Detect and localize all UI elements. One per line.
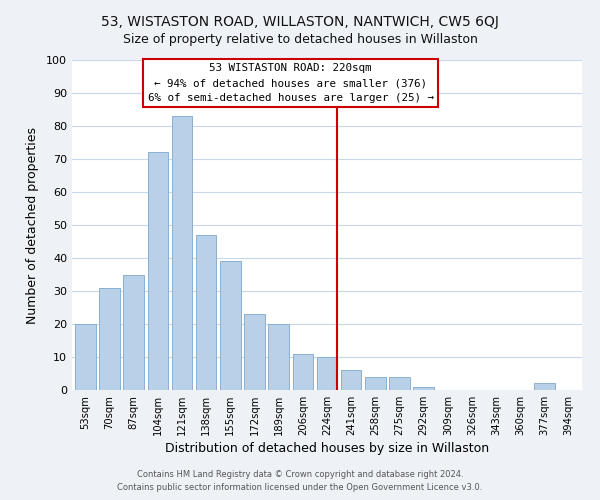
Bar [365, 377, 386, 390]
Bar [244, 314, 265, 390]
Bar [75, 324, 95, 390]
Bar [268, 324, 289, 390]
Bar [124, 274, 144, 390]
Bar [293, 354, 313, 390]
X-axis label: Distribution of detached houses by size in Willaston: Distribution of detached houses by size … [165, 442, 489, 455]
Text: Size of property relative to detached houses in Willaston: Size of property relative to detached ho… [122, 32, 478, 46]
Text: Contains HM Land Registry data © Crown copyright and database right 2024.
Contai: Contains HM Land Registry data © Crown c… [118, 470, 482, 492]
Bar [148, 152, 168, 390]
Bar [220, 262, 241, 390]
Bar [317, 357, 337, 390]
Bar [172, 116, 192, 390]
Text: 53, WISTASTON ROAD, WILLASTON, NANTWICH, CW5 6QJ: 53, WISTASTON ROAD, WILLASTON, NANTWICH,… [101, 15, 499, 29]
Bar [196, 235, 217, 390]
Bar [413, 386, 434, 390]
Bar [99, 288, 120, 390]
Bar [389, 377, 410, 390]
Text: 53 WISTASTON ROAD: 220sqm
← 94% of detached houses are smaller (376)
6% of semi-: 53 WISTASTON ROAD: 220sqm ← 94% of detac… [148, 64, 434, 103]
Y-axis label: Number of detached properties: Number of detached properties [26, 126, 39, 324]
Bar [534, 384, 555, 390]
Bar [341, 370, 361, 390]
